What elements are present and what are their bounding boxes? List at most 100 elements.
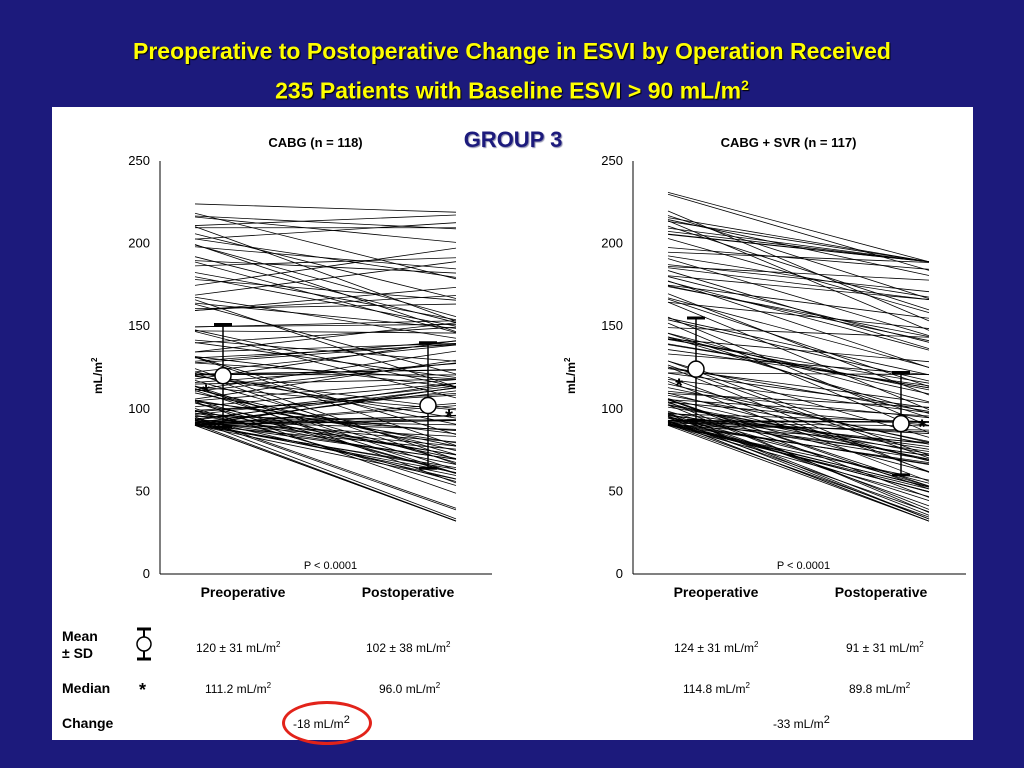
svr-pre-mean: 124 ± 31 mL/m2: [674, 640, 758, 655]
patient-line: [194, 419, 457, 520]
change-highlight-ring: [282, 701, 372, 745]
mean-sd-label: Mean ± SD: [62, 628, 98, 662]
svr-y-tick-label: 100: [601, 401, 623, 416]
cabg-pre-median-star: *: [202, 381, 210, 403]
median-symbol: *: [139, 680, 147, 700]
change-label: Change: [62, 715, 114, 731]
patient-line: [194, 414, 457, 426]
patient-line: [667, 420, 930, 513]
patient-line: [194, 261, 457, 296]
patient-line: [667, 387, 930, 442]
cabg-pre-median-sup: 2: [266, 681, 272, 690]
cabg-pre-median: 111.2 mL/m2: [205, 681, 271, 696]
svr-pre-mean-sup: 2: [753, 640, 759, 649]
cabg-pre-median-value: 111.2 mL/m: [205, 682, 267, 696]
patient-line: [194, 399, 457, 474]
patient-line: [667, 422, 930, 427]
patient-line: [667, 264, 930, 293]
patient-line: [667, 415, 930, 484]
patient-line: [667, 394, 930, 445]
svr-x-label-pre: Preoperative: [674, 584, 759, 600]
svr-chart-title: CABG + SVR (n = 117): [721, 135, 857, 150]
cabg-y-tick-label: 100: [128, 401, 150, 416]
svr-y-label-text: mL/m: [564, 362, 578, 394]
patient-line: [194, 342, 457, 378]
patient-line: [667, 368, 930, 404]
patient-line: [194, 386, 457, 484]
cabg-post-median-star: *: [445, 406, 453, 428]
patient-line: [194, 390, 457, 423]
median-label: Median: [62, 680, 111, 696]
patient-line: [667, 267, 930, 301]
figure-panel: 0 50 100 150 200 250 mL/m2 CABG (n = 118) Preope…: [52, 107, 973, 745]
patient-line: [194, 421, 457, 430]
svr-pre-median-sup: 2: [745, 681, 750, 690]
svr-y-tick-label: 50: [609, 483, 623, 498]
patient-line: [194, 375, 457, 410]
patient-line: [194, 330, 457, 334]
patient-line: [667, 316, 930, 427]
title-line-1: Preoperative to Postoperative Change in …: [133, 38, 891, 64]
patient-line: [667, 193, 930, 271]
mean-sd-symbol-icon: [136, 627, 152, 661]
sd-label: ± SD: [62, 645, 94, 661]
patient-line: [194, 410, 457, 456]
patient-line: [667, 255, 930, 298]
svr-y-tick-label: 200: [601, 236, 623, 251]
patient-line: [194, 403, 457, 426]
svr-y-tick-label: 0: [616, 566, 623, 581]
svr-y-axis-label: mL/m2: [563, 357, 578, 394]
svr-post-median: 89.8 mL/m2: [849, 681, 910, 696]
patient-line: [667, 225, 930, 311]
svr-y-tick-label: 250: [601, 153, 623, 168]
patient-line: [667, 284, 930, 319]
patient-line: [667, 297, 930, 368]
patient-line: [194, 203, 457, 213]
svr-pre-median-value: 114.8 mL/m: [683, 682, 746, 696]
patient-line: [194, 344, 457, 359]
patient-line: [667, 301, 930, 329]
patient-line: [194, 372, 457, 465]
cabg-y-axis-label: mL/m2: [90, 357, 105, 394]
cabg-post-median: 96.0 mL/m2: [379, 681, 440, 696]
patient-line: [194, 339, 457, 362]
patient-line: [194, 399, 457, 444]
patient-line: [194, 287, 457, 311]
patient-line: [667, 417, 930, 461]
patient-line: [667, 210, 930, 322]
patient-line: [667, 413, 930, 516]
patient-line: [194, 257, 457, 267]
patient-line: [667, 372, 930, 409]
patient-line: [667, 336, 930, 395]
cabg-post-median-value: 96.0 mL/m: [379, 682, 436, 696]
patient-line: [194, 369, 457, 375]
cabg-pre-mean-sup: 2: [275, 640, 281, 649]
patient-line: [667, 401, 930, 426]
patient-line: [667, 293, 930, 396]
patient-line: [667, 424, 930, 522]
patient-line: [194, 385, 457, 415]
svr-change-value: -33 mL/m: [773, 717, 824, 731]
patient-line: [667, 424, 930, 497]
patient-line: [667, 398, 930, 462]
patient-line: [194, 344, 457, 373]
patient-line: [194, 322, 457, 353]
cabg-y-tick-label: 150: [128, 318, 150, 333]
patient-line: [194, 356, 457, 446]
cabg-post-mean-value: 102 ± 38 mL/m: [366, 641, 446, 655]
svr-p-value: P < 0.0001: [777, 560, 830, 572]
patient-line: [667, 343, 930, 389]
patient-line: [194, 216, 457, 243]
patient-line: [667, 399, 930, 417]
patient-line: [667, 322, 930, 434]
svr-change-sup: 2: [823, 714, 830, 726]
patient-line: [194, 226, 457, 322]
patient-line: [667, 319, 930, 382]
patient-line: [667, 258, 930, 336]
patient-line: [194, 417, 457, 511]
patient-line: [194, 424, 457, 480]
patient-line: [667, 420, 930, 423]
patient-line: [194, 323, 457, 328]
cabg-y-tick-label: 0: [143, 566, 150, 581]
cabg-y-tick-label: 250: [128, 153, 150, 168]
